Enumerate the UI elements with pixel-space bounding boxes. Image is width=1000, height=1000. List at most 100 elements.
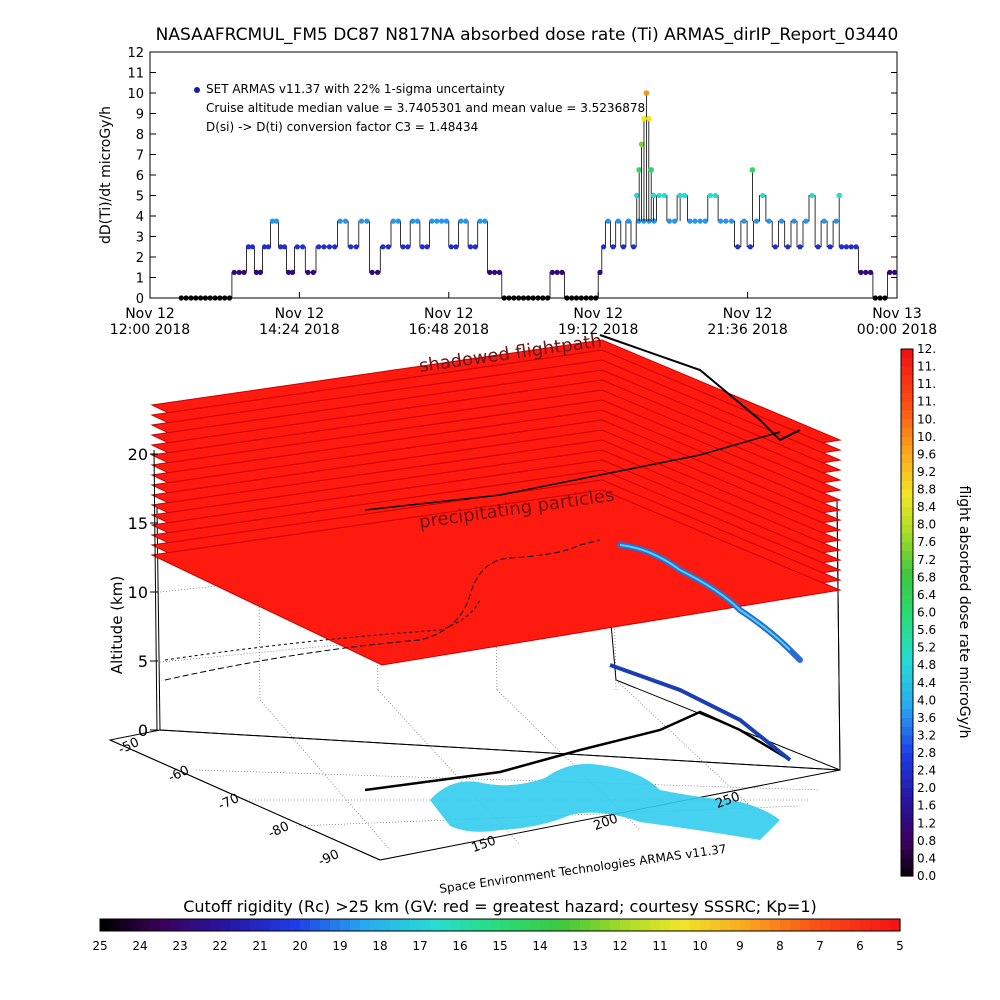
dose-point bbox=[212, 295, 218, 301]
dose-colorbar-swatch bbox=[901, 823, 913, 833]
rigidity-colorbar-swatch bbox=[250, 919, 261, 931]
dose-point bbox=[753, 218, 760, 224]
dose-point bbox=[424, 244, 430, 250]
dose-colorbar-swatch bbox=[901, 796, 913, 807]
dose-colorbar-tick: 12. bbox=[917, 342, 936, 356]
altitude-axis-line bbox=[153, 449, 158, 731]
rigidity-colorbar-tick: 10 bbox=[692, 939, 707, 953]
altitude-tick-label: 20 bbox=[128, 445, 148, 464]
rigidity-colorbar-swatch bbox=[780, 919, 791, 931]
dose-point bbox=[434, 218, 440, 224]
dose-point bbox=[281, 244, 288, 250]
dose-point bbox=[723, 218, 729, 224]
dose-point bbox=[443, 218, 449, 224]
rigidity-colorbar-tick: 9 bbox=[736, 939, 744, 953]
dose-colorbar-swatch bbox=[901, 779, 913, 789]
dose-colorbar-tick: 6.8 bbox=[917, 570, 936, 584]
rigidity-colorbar-swatch bbox=[720, 919, 731, 931]
dose-point bbox=[583, 295, 589, 301]
dose-point bbox=[506, 295, 512, 301]
dose-point bbox=[321, 244, 327, 250]
peak-point bbox=[677, 192, 683, 199]
dose-point bbox=[337, 218, 343, 224]
dose-colorbar-tick: 6.0 bbox=[917, 606, 936, 620]
rigidity-colorbar-swatch bbox=[860, 919, 871, 931]
rigidity-colorbar-swatch bbox=[530, 919, 541, 931]
dose-colorbar-tick: 1.2 bbox=[917, 816, 936, 830]
dose-colorbar-swatch bbox=[901, 577, 913, 587]
dose-point bbox=[257, 269, 263, 275]
dose-colorbar-tick: 8.0 bbox=[917, 518, 936, 532]
dose-colorbar-swatch bbox=[901, 471, 913, 482]
rigidity-colorbar-swatch bbox=[850, 919, 861, 931]
dose-point bbox=[625, 218, 632, 224]
rigidity-colorbar-swatch bbox=[450, 919, 461, 931]
dose-point bbox=[458, 218, 464, 224]
peak-point bbox=[650, 192, 657, 199]
rigidity-colorbar-swatch bbox=[620, 919, 631, 931]
dose-point bbox=[741, 218, 747, 224]
dose-point bbox=[887, 269, 893, 275]
rigidity-colorbar-swatch bbox=[320, 919, 331, 931]
dose-colorbar-swatch bbox=[901, 559, 913, 570]
dose-point bbox=[569, 295, 575, 301]
peak-point bbox=[638, 141, 645, 148]
top-ytick-label: 11 bbox=[127, 67, 144, 82]
top-xtick-label-time: 16:48 2018 bbox=[409, 322, 489, 338]
rigidity-colorbar-swatch bbox=[430, 919, 441, 931]
rigidity-colorbar-swatch bbox=[740, 919, 751, 931]
rigidity-colorbar-tick: 16 bbox=[452, 939, 467, 953]
dose-colorbar-swatch bbox=[901, 682, 913, 693]
cutoff-rigidity-region bbox=[430, 763, 780, 840]
dose-point bbox=[364, 218, 370, 224]
top-legend: SET ARMAS v11.37 with 22% 1-sigma uncert… bbox=[194, 82, 645, 134]
dose-colorbar-swatch bbox=[901, 638, 913, 649]
dose-point bbox=[601, 244, 607, 250]
dose-point bbox=[269, 218, 276, 224]
longitude-tick-label: 150 bbox=[470, 833, 498, 856]
dose-point bbox=[448, 244, 454, 250]
rigidity-colorbar-swatch bbox=[130, 919, 141, 931]
dose-point bbox=[588, 295, 594, 301]
dose-colorbar-swatch bbox=[901, 586, 913, 596]
dose-point bbox=[453, 244, 459, 250]
rigidity-colorbar-swatch bbox=[460, 919, 471, 931]
dose-point bbox=[305, 269, 311, 275]
dose-point bbox=[540, 295, 546, 301]
rigidity-colorbar-swatch bbox=[310, 919, 321, 931]
rigidity-colorbar-tick: 5 bbox=[896, 939, 904, 953]
altitude-projection-dashed bbox=[164, 539, 601, 681]
altitude-tick-label: 10 bbox=[128, 583, 148, 602]
dose-point bbox=[348, 244, 354, 250]
dose-point bbox=[342, 218, 349, 224]
shadowed-flightpath-line bbox=[599, 334, 801, 442]
peak-point bbox=[641, 115, 647, 122]
dose-colorbar-tick: 11. bbox=[917, 395, 936, 409]
rigidity-colorbar-swatch bbox=[380, 919, 391, 931]
dose-point bbox=[702, 218, 708, 224]
dose-colorbar-swatch bbox=[901, 867, 913, 877]
dose-colorbar-swatch bbox=[901, 691, 913, 701]
rigidity-colorbar-swatch bbox=[700, 919, 711, 931]
dose-colorbar-swatch bbox=[901, 858, 913, 868]
dose-point bbox=[882, 295, 888, 301]
dose-point bbox=[202, 295, 208, 301]
dose-colorbar-tick: 8.8 bbox=[917, 483, 936, 497]
rigidity-colorbar-swatch bbox=[760, 919, 771, 931]
rigidity-colorbar-swatch bbox=[420, 919, 431, 931]
dose-point bbox=[545, 295, 551, 301]
rigidity-colorbar-swatch bbox=[160, 919, 171, 931]
dose-point bbox=[472, 244, 478, 250]
rigidity-colorbar-swatch bbox=[520, 919, 531, 931]
dose-colorbar-swatch bbox=[901, 366, 913, 376]
rigidity-colorbar-frame bbox=[99, 918, 901, 932]
dose-point bbox=[718, 218, 724, 224]
dose-point bbox=[226, 295, 233, 301]
dose-point bbox=[707, 192, 714, 199]
top-xtick-label-time: 12:00 2018 bbox=[110, 322, 190, 338]
rigidity-colorbar-swatch bbox=[550, 919, 561, 931]
dose-point bbox=[821, 218, 827, 224]
dose-point bbox=[245, 244, 251, 250]
dose-colorbar-tick: 11. bbox=[917, 360, 936, 374]
rigidity-colorbar-swatch bbox=[630, 919, 641, 931]
